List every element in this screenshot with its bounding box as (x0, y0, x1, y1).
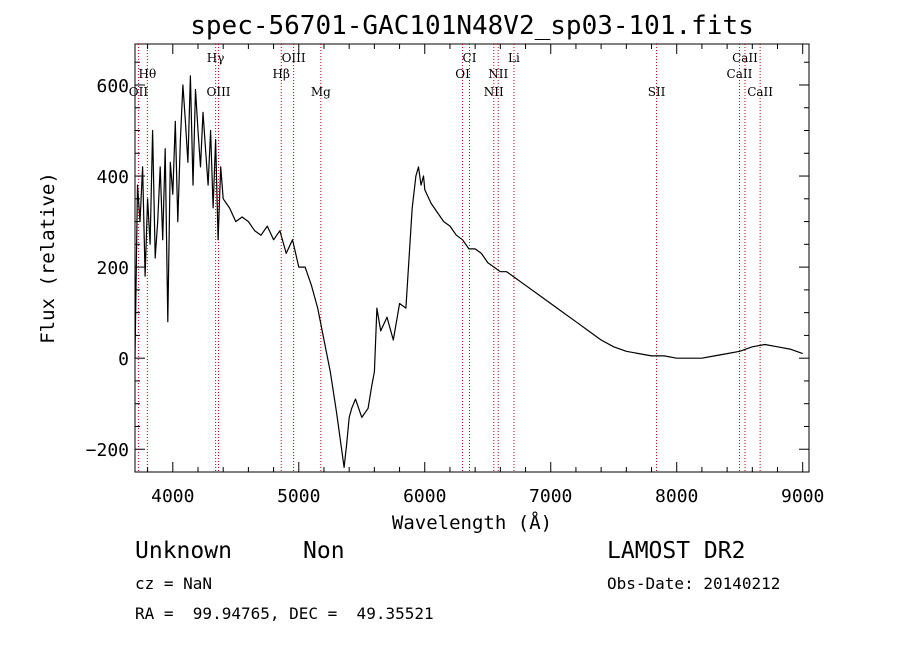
spectral-line-label: Li (508, 51, 520, 65)
y-axis-label: Flux (relative) (37, 172, 59, 344)
spectral-line-label: Mg (311, 85, 331, 99)
spectral-subclass: Non (303, 538, 345, 564)
x-tick-label: 9000 (781, 486, 824, 507)
y-tick-label: 400 (96, 167, 129, 188)
y-tick-label: 200 (96, 258, 129, 279)
x-tick-label: 7000 (529, 486, 572, 507)
spectrum-series-line (134, 75, 803, 468)
spectral-class: Unknown (135, 538, 232, 564)
spectral-line-label: CaII (732, 51, 758, 65)
axes: 4000 5000 6000 7000 8000 9000 −200 0 200 400 600 (86, 44, 824, 507)
spectral-line-label: OIII (206, 85, 230, 99)
coordinates-info: RA = 99.94765, DEC = 49.35521 (135, 604, 434, 623)
spectral-line-label: Hγ (207, 51, 225, 65)
spectral-line-label: SII (648, 85, 666, 99)
spectral-line-label: Hθ (138, 67, 156, 81)
spectral-line-label: Hβ (273, 67, 290, 81)
x-tick-label: 8000 (655, 486, 698, 507)
x-tick-label: 5000 (277, 486, 320, 507)
x-tick-label: 6000 (403, 486, 446, 507)
spectral-line-label: CaII (727, 67, 753, 81)
spectral-line-label: OII (129, 85, 149, 99)
y-tick-label: −200 (86, 440, 129, 461)
spectral-line-label: CaII (747, 85, 773, 99)
spectral-line-label: OI (455, 67, 470, 81)
x-tick-label: 4000 (151, 486, 194, 507)
spectral-line-label: NII (484, 85, 504, 99)
y-tick-label: 600 (96, 76, 129, 97)
x-axis-label: Wavelength (Å) (392, 511, 552, 534)
plot-frame (134, 43, 810, 473)
redshift-info: cz = NaN (135, 574, 213, 593)
spectral-line-label: OIII (282, 51, 306, 65)
chart-title: spec-56701-GAC101N48V2_sp03-101.fits (190, 11, 754, 41)
observation-date: Obs-Date: 20140212 (607, 574, 781, 593)
spectral-line-label: NII (488, 67, 508, 81)
spectral-line-label: CI (463, 51, 477, 65)
y-tick-label: 0 (118, 349, 129, 370)
series-layer (134, 75, 803, 468)
survey-name: LAMOST DR2 (607, 538, 746, 564)
